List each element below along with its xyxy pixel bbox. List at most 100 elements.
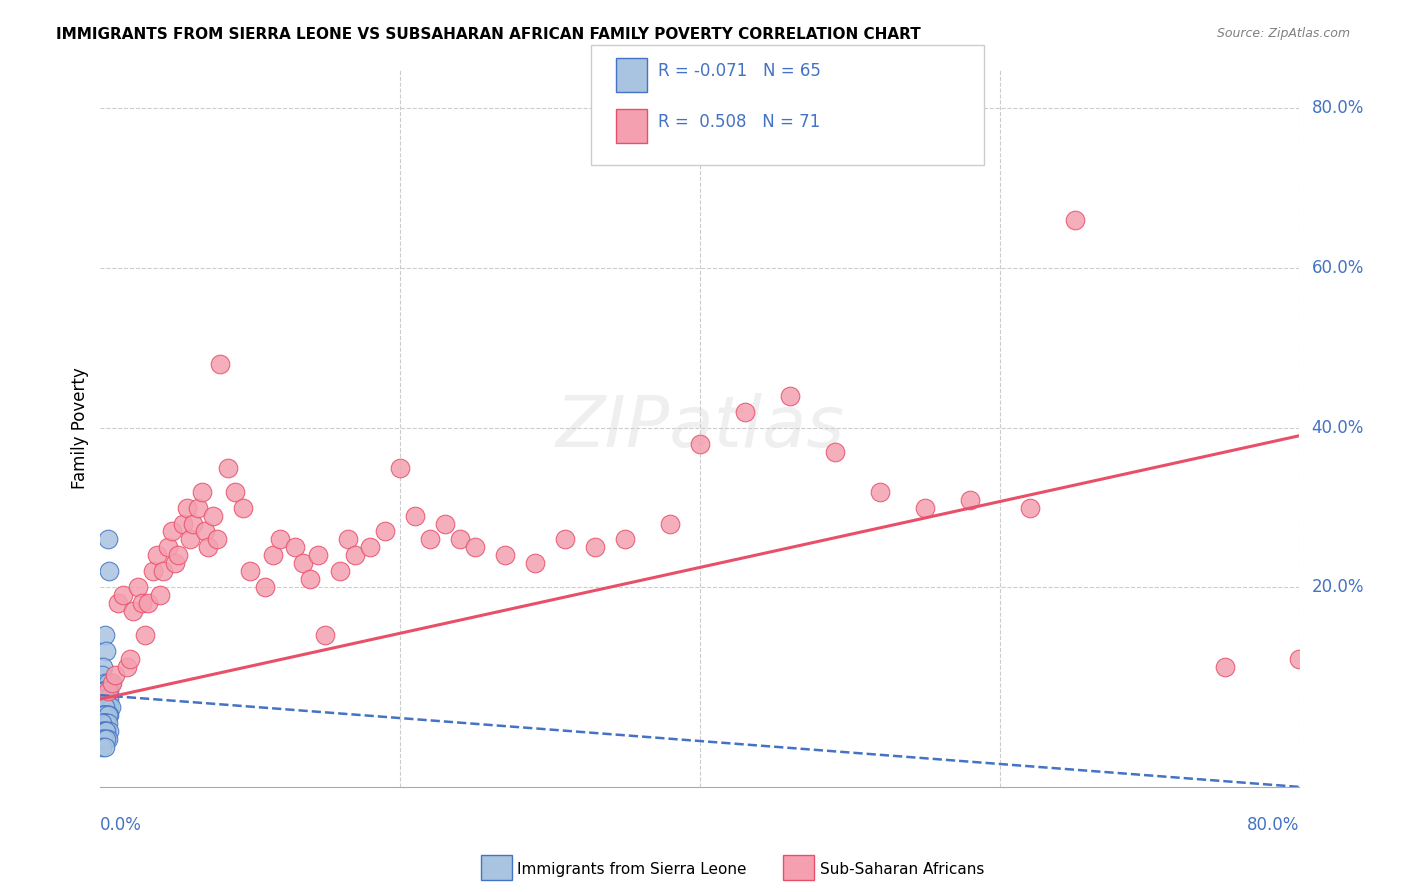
Point <box>98 692 121 706</box>
Text: 60.0%: 60.0% <box>1312 259 1364 277</box>
Point <box>494 549 516 563</box>
Point <box>94 739 117 754</box>
Point <box>107 596 129 610</box>
Point <box>191 484 214 499</box>
Point <box>187 500 209 515</box>
Point <box>167 549 190 563</box>
Point <box>165 557 187 571</box>
Point <box>90 684 112 698</box>
Point <box>100 676 122 690</box>
Point <box>94 628 117 642</box>
Point <box>614 533 637 547</box>
Point <box>94 684 117 698</box>
Point <box>90 739 112 754</box>
Point <box>100 700 122 714</box>
Point <box>93 716 115 731</box>
Point <box>824 444 846 458</box>
Point <box>93 732 115 747</box>
Point <box>93 708 115 723</box>
Text: ZIPatlas: ZIPatlas <box>555 393 845 462</box>
Point <box>254 580 277 594</box>
Point <box>181 516 204 531</box>
Point <box>101 676 124 690</box>
Point <box>94 700 117 714</box>
Point <box>201 508 224 523</box>
Point <box>94 684 117 698</box>
Point <box>1063 213 1085 227</box>
Point <box>176 500 198 515</box>
Point <box>93 716 115 731</box>
Point <box>93 684 115 698</box>
Point <box>209 357 232 371</box>
Point <box>97 708 120 723</box>
Point <box>94 732 117 747</box>
Text: 0.0%: 0.0% <box>100 815 142 834</box>
Point <box>152 565 174 579</box>
Text: R =  0.508   N = 71: R = 0.508 N = 71 <box>658 113 820 131</box>
Point <box>1018 500 1040 515</box>
Point <box>97 692 120 706</box>
Point <box>90 700 112 714</box>
Point <box>94 708 117 723</box>
Point <box>524 557 547 571</box>
Point <box>374 524 396 539</box>
Point <box>96 692 118 706</box>
Point <box>122 604 145 618</box>
Point <box>269 533 291 547</box>
Point <box>262 549 284 563</box>
Point <box>239 565 262 579</box>
Point <box>96 708 118 723</box>
Point <box>90 732 112 747</box>
Point <box>449 533 471 547</box>
Point <box>134 628 156 642</box>
Point <box>1213 660 1236 674</box>
Point <box>111 588 134 602</box>
Point <box>96 684 118 698</box>
Point <box>94 724 117 739</box>
Point <box>98 684 121 698</box>
Point <box>131 596 153 610</box>
Point <box>207 533 229 547</box>
Point <box>299 573 322 587</box>
Point <box>93 724 115 739</box>
Point <box>97 676 120 690</box>
Point <box>224 484 246 499</box>
Point <box>97 700 120 714</box>
Point <box>94 700 117 714</box>
Point <box>217 460 239 475</box>
Point <box>96 724 118 739</box>
Point <box>98 724 121 739</box>
Point <box>194 524 217 539</box>
Point <box>419 533 441 547</box>
Point <box>96 716 118 731</box>
Point <box>554 533 576 547</box>
Text: 20.0%: 20.0% <box>1312 578 1364 597</box>
Point <box>90 692 112 706</box>
Point <box>93 660 115 674</box>
Point <box>98 700 121 714</box>
Point <box>98 565 121 579</box>
Point <box>97 708 120 723</box>
Point <box>359 541 381 555</box>
Point <box>136 596 159 610</box>
Point <box>389 460 412 475</box>
Text: R = -0.071   N = 65: R = -0.071 N = 65 <box>658 62 821 80</box>
Point <box>232 500 254 515</box>
Point <box>127 580 149 594</box>
Point <box>97 716 120 731</box>
Text: IMMIGRANTS FROM SIERRA LEONE VS SUBSAHARAN AFRICAN FAMILY POVERTY CORRELATION CH: IMMIGRANTS FROM SIERRA LEONE VS SUBSAHAR… <box>56 27 921 42</box>
Point <box>90 724 112 739</box>
Text: Sub-Saharan Africans: Sub-Saharan Africans <box>820 863 984 877</box>
Point <box>142 565 165 579</box>
Point <box>94 724 117 739</box>
Point <box>93 700 115 714</box>
Point <box>197 541 219 555</box>
Point <box>98 708 121 723</box>
Point <box>1288 652 1310 666</box>
Point <box>97 533 120 547</box>
Text: 80.0%: 80.0% <box>1247 815 1299 834</box>
Point <box>96 716 118 731</box>
Point <box>156 541 179 555</box>
Point <box>179 533 201 547</box>
Point <box>104 668 127 682</box>
